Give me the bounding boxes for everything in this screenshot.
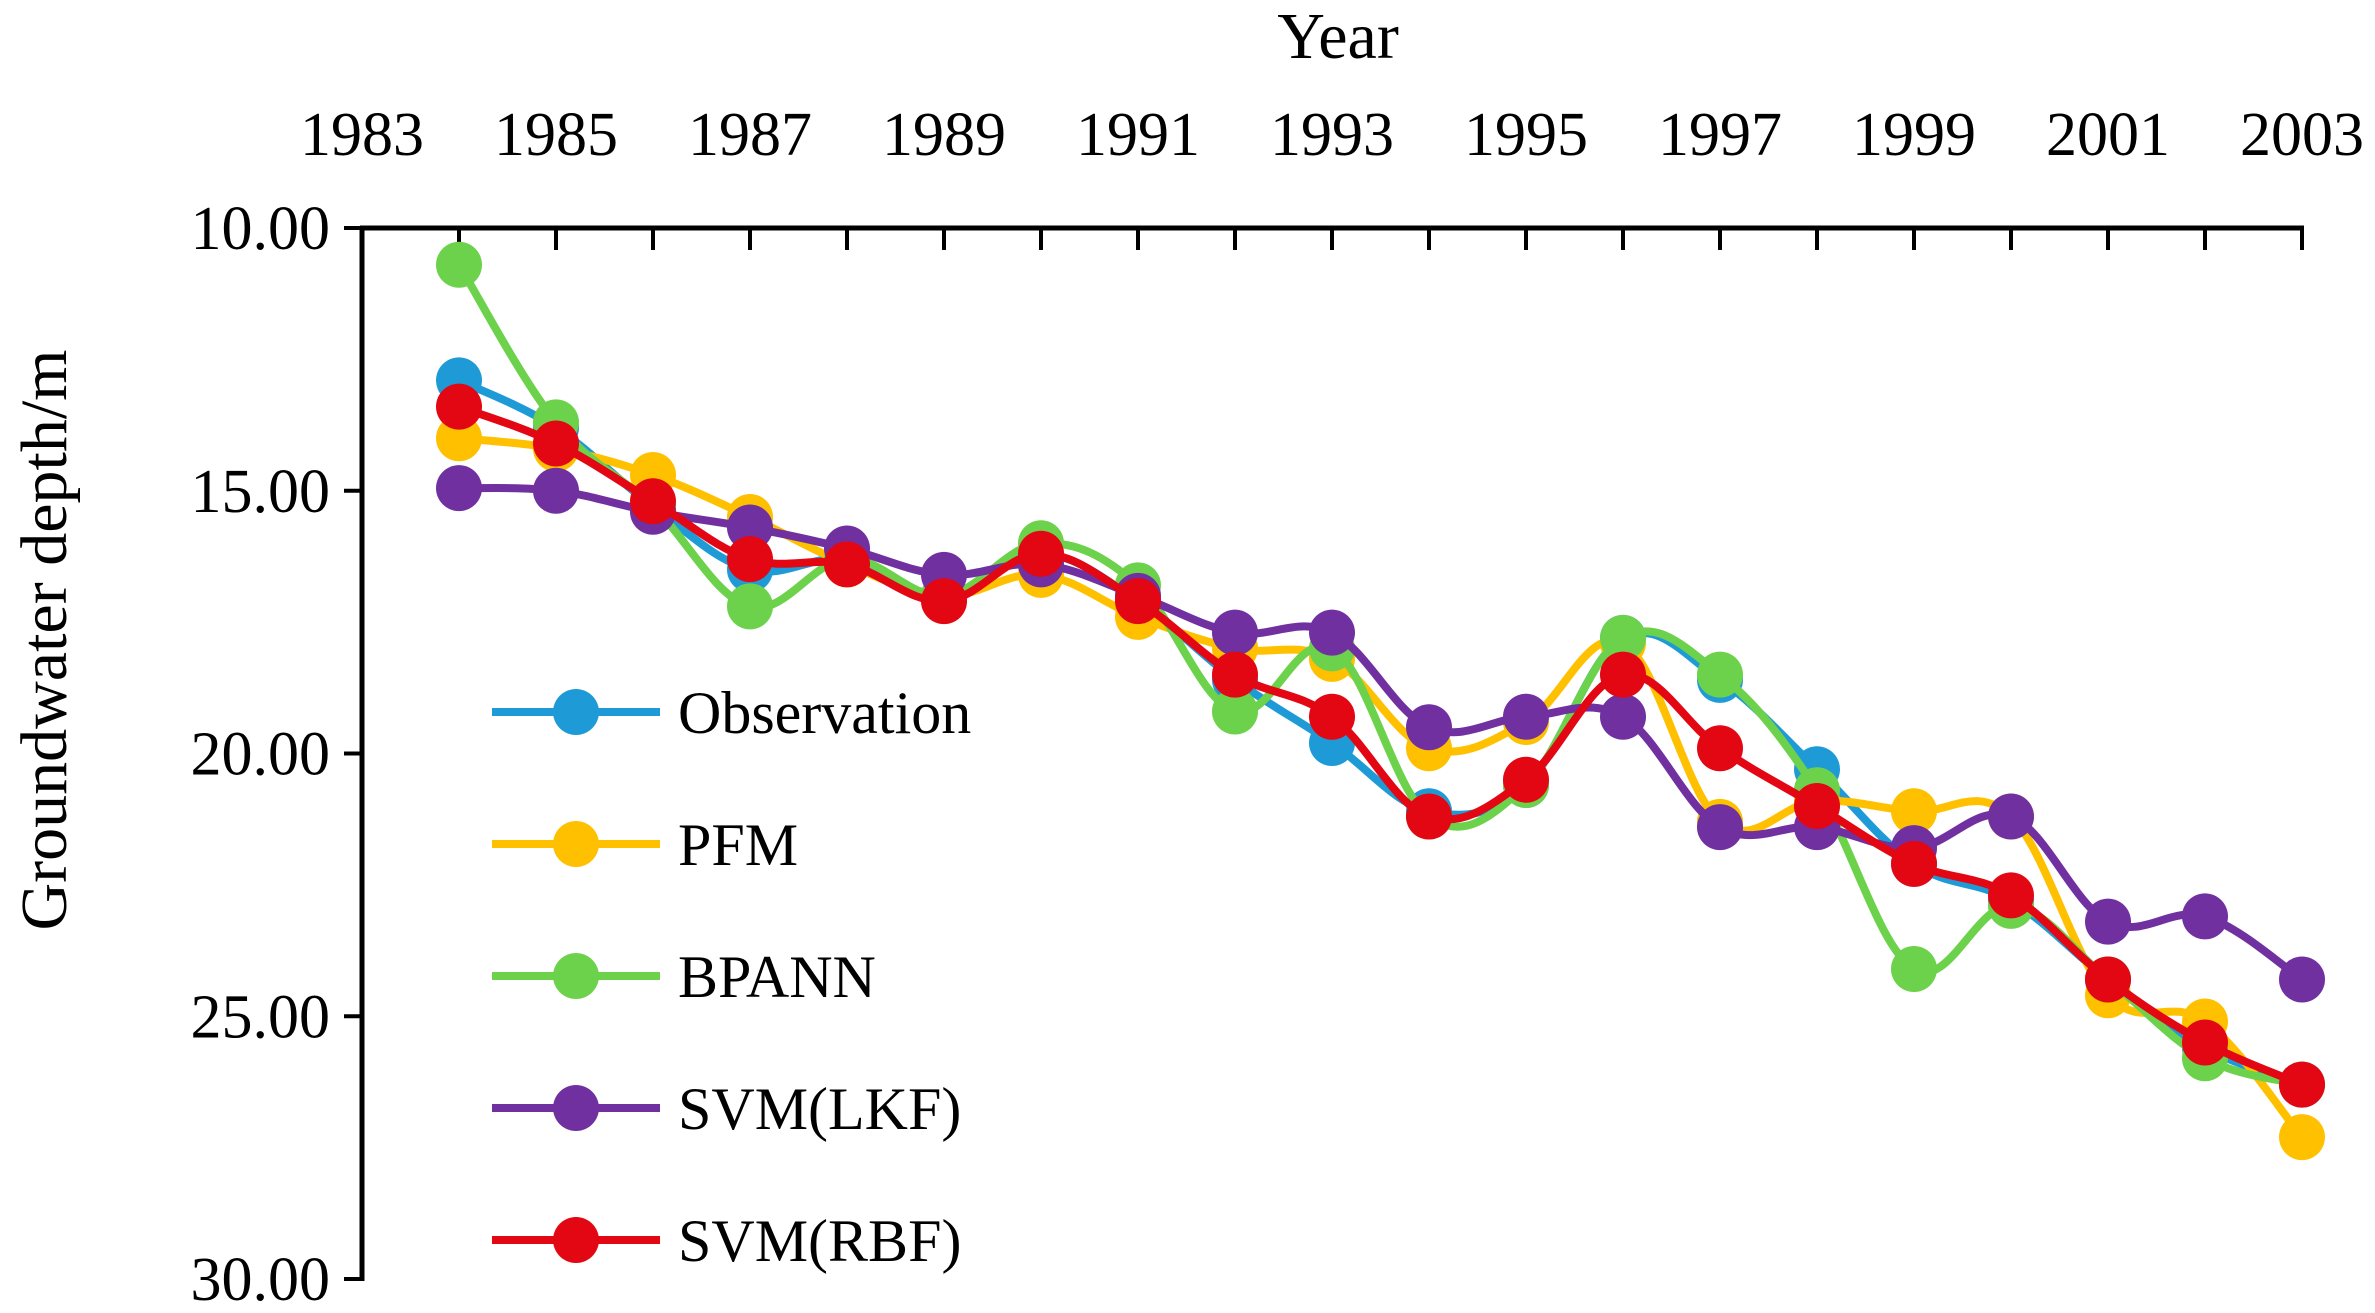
data-point-bpann — [1697, 651, 1743, 698]
data-point-pfm — [2279, 1114, 2325, 1161]
x-tick-label: 1991 — [1076, 101, 1200, 169]
data-point-svm-rbf — [1794, 783, 1840, 830]
data-point-svm-rbf — [1406, 793, 1452, 840]
series-svm-rbf — [436, 383, 2325, 1108]
data-point-svm-lkf — [1503, 693, 1549, 740]
data-point-svm-lkf — [2279, 956, 2325, 1003]
x-tick-label: 1999 — [1852, 101, 1976, 169]
x-tick-label: 1987 — [688, 101, 812, 169]
data-point-svm-rbf — [2279, 1061, 2325, 1108]
y-tick-label: 30.00 — [191, 1246, 331, 1313]
legend-item-pfm: PFM — [492, 812, 798, 878]
y-tick-label: 15.00 — [191, 458, 331, 526]
data-point-bpann — [1212, 688, 1258, 735]
legend-marker-pfm — [553, 821, 599, 867]
data-point-svm-rbf — [1115, 578, 1161, 625]
data-point-svm-rbf — [1891, 840, 1937, 887]
data-point-svm-rbf — [1212, 651, 1258, 698]
legend-item-svm-rbf: SVM(RBF) — [492, 1208, 961, 1274]
data-point-svm-lkf — [1212, 609, 1258, 656]
data-point-svm-rbf — [2182, 1019, 2228, 1066]
legend-item-svm-lkf: SVM(LKF) — [492, 1076, 961, 1142]
x-tick-label: 1989 — [882, 101, 1006, 169]
data-point-svm-rbf — [1988, 872, 2034, 919]
data-point-svm-lkf — [1600, 693, 1646, 740]
data-point-svm-rbf — [2085, 956, 2131, 1003]
y-tick-label: 10.00 — [191, 195, 331, 263]
legend-marker-svm-rbf — [553, 1217, 599, 1263]
y-tick-label: 25.00 — [191, 983, 331, 1051]
data-point-pfm — [436, 415, 482, 462]
data-point-pfm — [1891, 788, 1937, 835]
legend-marker-bpann — [553, 953, 599, 999]
y-axis-title: Groundwater depth/m — [8, 349, 81, 930]
data-point-svm-rbf — [1503, 756, 1549, 803]
x-tick-label: 1993 — [1270, 101, 1394, 169]
x-tick-label: 1985 — [494, 101, 618, 169]
data-point-svm-rbf — [630, 478, 676, 525]
axes: 1983 1985 1987 1989 1991 1993 1995 1997 1999 2001… — [191, 101, 2365, 1313]
x-tick-label: 1997 — [1658, 101, 1782, 169]
data-point-bpann — [1891, 945, 1937, 992]
x-tick-label: 2001 — [2046, 101, 2170, 169]
data-point-bpann — [727, 583, 773, 630]
series-layer — [436, 241, 2325, 1161]
data-point-svm-lkf — [727, 504, 773, 551]
legend-label-bpann: BPANN — [678, 944, 876, 1010]
data-point-svm-rbf — [533, 420, 579, 467]
legend: Observation PFM BPANN SVM(LKF) SVM(RBF) — [492, 680, 971, 1274]
data-point-svm-lkf — [436, 465, 482, 512]
data-point-svm-lkf — [1406, 704, 1452, 751]
data-point-svm-rbf — [436, 383, 482, 430]
legend-label-svm-rbf: SVM(RBF) — [678, 1208, 961, 1274]
series-svm-lkf — [436, 465, 2325, 1003]
data-point-svm-lkf — [1309, 609, 1355, 656]
data-point-svm-lkf — [2085, 898, 2131, 945]
data-point-svm-lkf — [2182, 893, 2228, 940]
data-point-svm-lkf — [533, 467, 579, 514]
legend-marker-svm-lkf — [553, 1085, 599, 1131]
x-tick-label: 1983 — [300, 101, 424, 169]
x-tick-label: 1995 — [1464, 101, 1588, 169]
data-point-svm-rbf — [824, 541, 870, 588]
data-point-svm-rbf — [1309, 693, 1355, 740]
x-tick-label: 2003 — [2240, 101, 2364, 169]
y-tick-label: 20.00 — [191, 721, 331, 789]
legend-marker-observation — [553, 689, 599, 735]
data-point-bpann — [436, 241, 482, 288]
legend-item-observation: Observation — [492, 680, 971, 746]
legend-label-pfm: PFM — [678, 812, 798, 878]
data-point-svm-rbf — [727, 536, 773, 583]
legend-item-bpann: BPANN — [492, 944, 876, 1010]
data-point-svm-lkf — [1988, 793, 2034, 840]
x-axis-title: Year — [1277, 0, 1399, 73]
data-point-bpann — [1600, 614, 1646, 661]
data-point-svm-rbf — [1600, 651, 1646, 698]
legend-label-observation: Observation — [678, 680, 971, 746]
data-point-svm-rbf — [1697, 725, 1743, 772]
data-point-svm-lkf — [1697, 804, 1743, 851]
legend-label-svm-lkf: SVM(LKF) — [678, 1076, 961, 1142]
data-point-svm-rbf — [1018, 530, 1064, 577]
data-point-svm-rbf — [921, 578, 967, 625]
